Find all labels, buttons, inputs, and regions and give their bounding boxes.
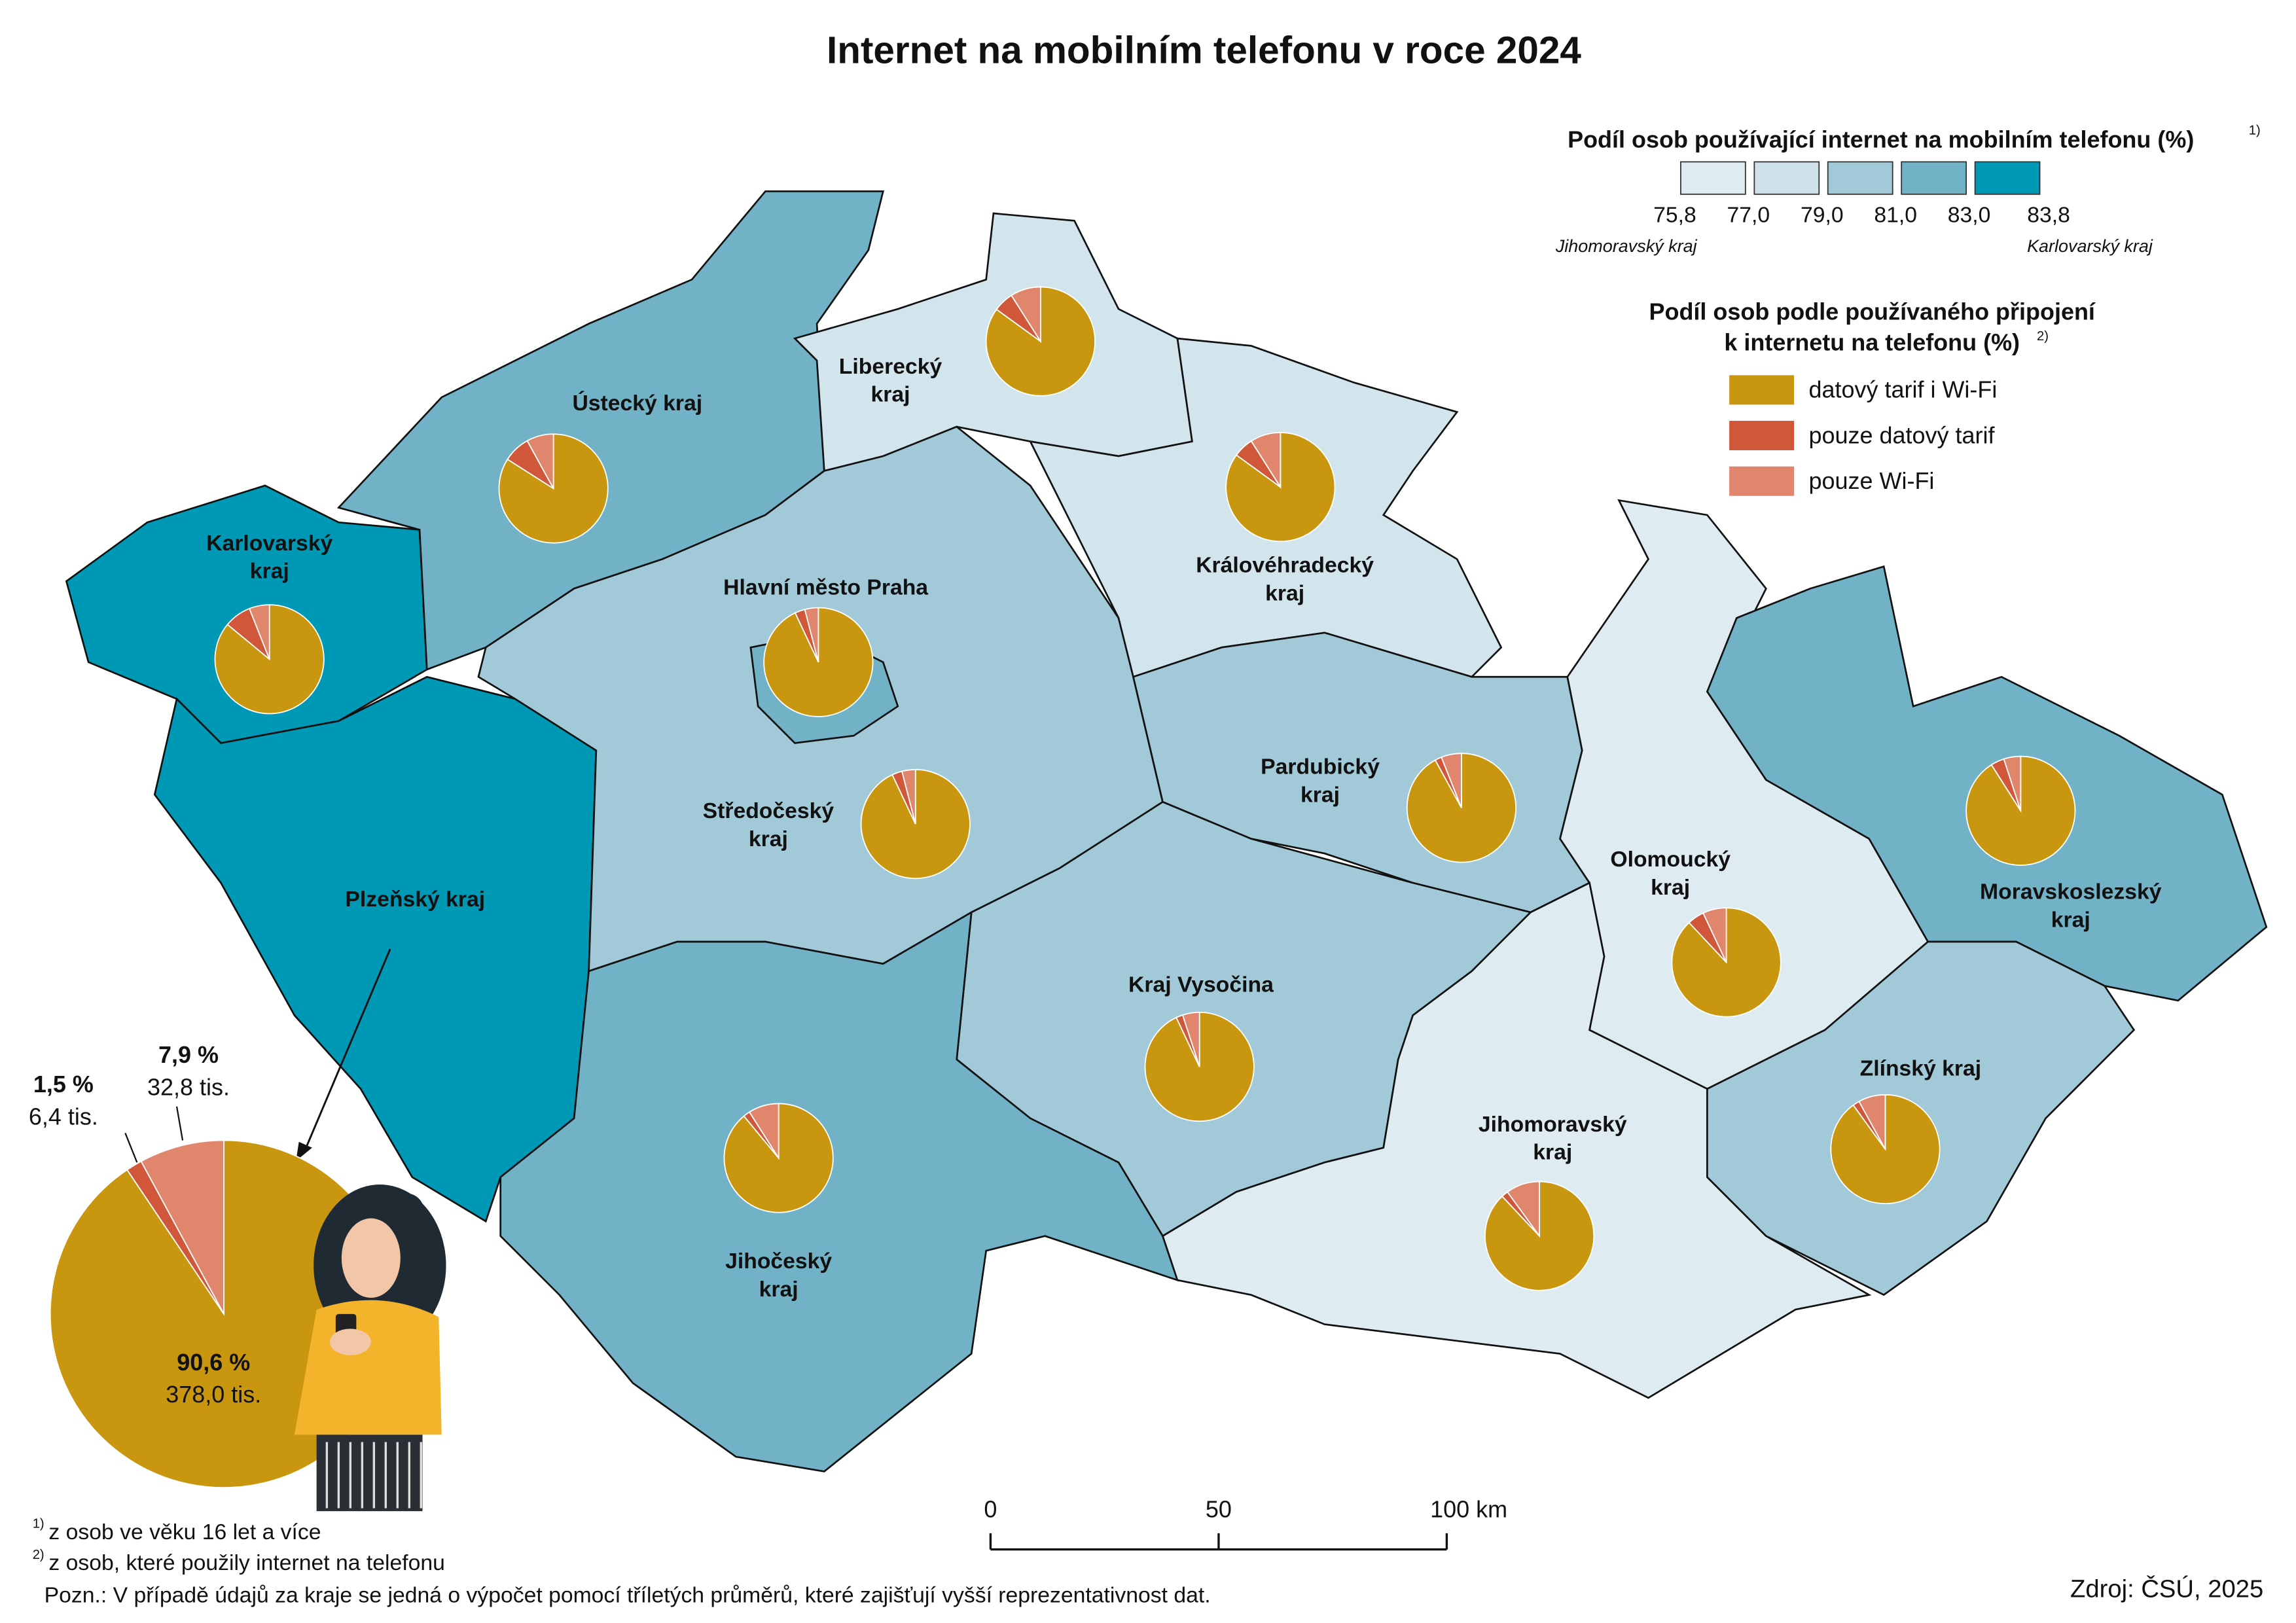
pie-slice xyxy=(1441,753,1462,808)
legend-max-label: Karlovarský kraj xyxy=(2027,236,2153,256)
pie-slice xyxy=(748,1103,780,1160)
count-label: 32,8 tis. xyxy=(147,1073,230,1100)
pie-slice xyxy=(1702,907,1727,963)
value-label: 90,6 % xyxy=(177,1349,250,1376)
legend-swatch xyxy=(1729,466,1795,496)
leader xyxy=(124,1132,138,1163)
legend-swatch xyxy=(1729,375,1795,405)
title: Internet na mobilním telefonu v roce 202… xyxy=(827,29,1581,71)
region-label: Liberecký xyxy=(839,354,942,379)
legend-box xyxy=(1974,161,2041,195)
pie-slice xyxy=(901,769,916,825)
region-label: Zlínský kraj xyxy=(1860,1056,1982,1081)
region-label: kraj xyxy=(871,382,910,407)
illustration-part xyxy=(294,1300,442,1435)
region-label: kraj xyxy=(749,827,788,851)
legend-label: pouze datový tarif xyxy=(1809,421,1996,448)
legend-tick-label: 81,0 xyxy=(1874,202,1917,227)
region-label: kraj xyxy=(1300,782,1340,807)
leader xyxy=(175,1106,184,1141)
legend-title: Podíl osob používající internet na mobil… xyxy=(1568,126,2194,152)
count-label: 378,0 tis. xyxy=(166,1381,261,1408)
region-label: Středočeský xyxy=(703,798,834,823)
legend-box xyxy=(1680,161,1746,195)
footnote: z osob ve věku 16 let a více xyxy=(48,1520,321,1544)
pie-slice xyxy=(1181,1012,1200,1067)
pie-slice xyxy=(2003,755,2022,812)
region-label: kraj xyxy=(1533,1140,1572,1165)
region-label: Pardubický xyxy=(1261,755,1380,779)
arrow xyxy=(304,948,391,1151)
pie-slice xyxy=(1858,1094,1886,1150)
value-label: 1,5 % xyxy=(33,1071,94,1097)
footnote-mark: 2) xyxy=(33,1548,45,1562)
legend-swatch xyxy=(1729,421,1795,451)
region-label: kraj xyxy=(1265,580,1304,605)
legend-title: k internetu na telefonu (%) xyxy=(1724,329,2020,356)
scale-label: 100 km xyxy=(1430,1496,1507,1523)
region-label: kraj xyxy=(759,1277,798,1302)
illustration-part xyxy=(329,1329,371,1355)
pie-slice xyxy=(1506,1181,1540,1238)
region-label: Královéhradecký xyxy=(1196,553,1374,578)
legend-tick-label: 79,0 xyxy=(1801,202,1844,227)
legend-label: pouze Wi-Fi xyxy=(1809,467,1935,494)
footnote-mark: 1) xyxy=(33,1517,45,1531)
legend-label: datový tarif i Wi-Fi xyxy=(1809,376,1998,403)
region xyxy=(153,675,598,1223)
source: Zdroj: ČSÚ, 2025 xyxy=(2070,1575,2263,1603)
scale-label: 50 xyxy=(1206,1496,1232,1523)
illustration-part xyxy=(341,1218,401,1298)
region-label: Plzeňský kraj xyxy=(345,887,485,912)
legend-note-mark: 1) xyxy=(2249,123,2261,137)
footnote: z osob, které použily internet na telefo… xyxy=(48,1550,444,1575)
legend-box xyxy=(1827,161,1893,195)
legend-title: Podíl osob podle používaného připojení xyxy=(1649,298,2096,325)
region-label: kraj xyxy=(250,559,289,584)
region-label: kraj xyxy=(1651,875,1690,900)
region xyxy=(499,910,1179,1472)
arrow-head xyxy=(296,1141,312,1161)
note: Pozn.: V případě údajů za kraje se jedná… xyxy=(45,1582,1211,1607)
region-label: Jihomoravský xyxy=(1479,1112,1627,1137)
legend-tick-label: 75,8 xyxy=(1653,202,1696,227)
legend-min-label: Jihomoravský kraj xyxy=(1555,236,1698,256)
legend-note-mark: 2) xyxy=(2037,329,2049,344)
illustration-part xyxy=(316,1435,423,1512)
illustration-part xyxy=(388,1193,424,1229)
region-label: Kraj Vysočina xyxy=(1128,972,1274,997)
pie-slice xyxy=(1011,286,1041,344)
pie-slice xyxy=(498,433,609,544)
count-label: 6,4 tis. xyxy=(29,1103,98,1130)
legend-tick-label: 83,0 xyxy=(1948,202,1991,227)
region-label: Karlovarský xyxy=(206,531,332,556)
pie-slice xyxy=(248,604,270,660)
legend-tick-label: 77,0 xyxy=(1727,202,1770,227)
legend-tick-label: 83,8 xyxy=(2027,202,2070,227)
illustration xyxy=(294,1184,446,1512)
legend-box xyxy=(1753,161,1820,195)
pie-slice xyxy=(1250,432,1282,490)
pie-slice xyxy=(140,1139,224,1315)
region-label: Olomoucký xyxy=(1610,847,1731,872)
scale-label: 0 xyxy=(984,1496,997,1523)
region-label: kraj xyxy=(2051,907,2090,932)
pie-slice xyxy=(804,607,819,663)
value-label: 7,9 % xyxy=(158,1041,219,1068)
pie-slice xyxy=(526,433,554,489)
region-label: Ústecký kraj xyxy=(572,391,702,416)
region-label: Jihočeský xyxy=(725,1249,832,1274)
legend-box xyxy=(1901,161,1967,195)
region-label: Hlavní město Praha xyxy=(723,575,928,599)
region-label: Moravskoslezský xyxy=(1980,880,2162,904)
